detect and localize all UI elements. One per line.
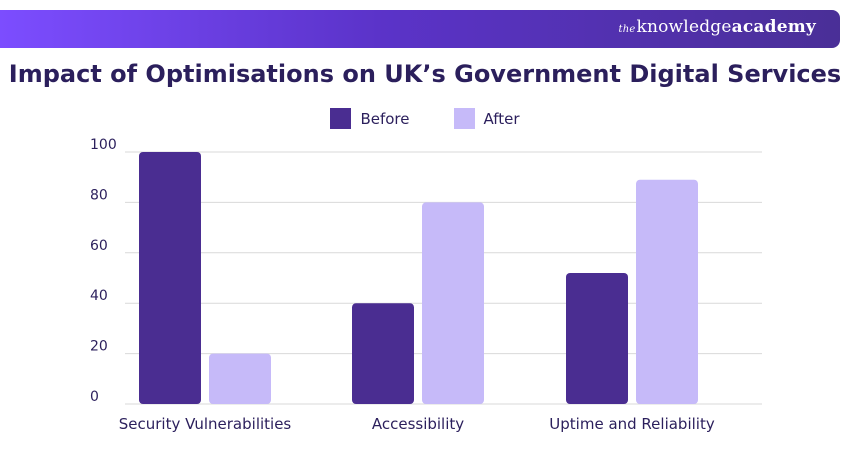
bar-after (209, 353, 271, 404)
y-tick-label: 80 (90, 187, 108, 203)
legend: Before After (0, 108, 850, 129)
legend-label-after: After (483, 109, 520, 128)
bar-before (352, 303, 414, 404)
y-tick-label: 60 (90, 238, 108, 254)
y-tick-label: 0 (90, 389, 99, 405)
x-category-label: Accessibility (372, 415, 464, 433)
brand-logo: theknowledgeacademy (618, 17, 816, 37)
header-banner: theknowledgeacademy (0, 10, 840, 48)
legend-swatch-before (330, 108, 352, 129)
legend-item-after: After (453, 108, 520, 129)
y-tick-label: 20 (90, 339, 108, 355)
bar-before (139, 152, 201, 404)
x-category-label: Uptime and Reliability (549, 415, 715, 433)
bar-before (566, 272, 628, 404)
y-tick-label: 40 (90, 288, 108, 304)
legend-label-before: Before (360, 109, 410, 128)
chart-title: Impact of Optimisations on UK’s Governme… (8, 60, 842, 88)
legend-swatch-after (453, 108, 475, 129)
y-tick-label: 100 (90, 137, 117, 153)
bar-after (636, 179, 698, 404)
x-category-label: Security Vulnerabilities (119, 415, 292, 433)
legend-item-before: Before (330, 108, 410, 129)
bar-after (422, 202, 484, 404)
